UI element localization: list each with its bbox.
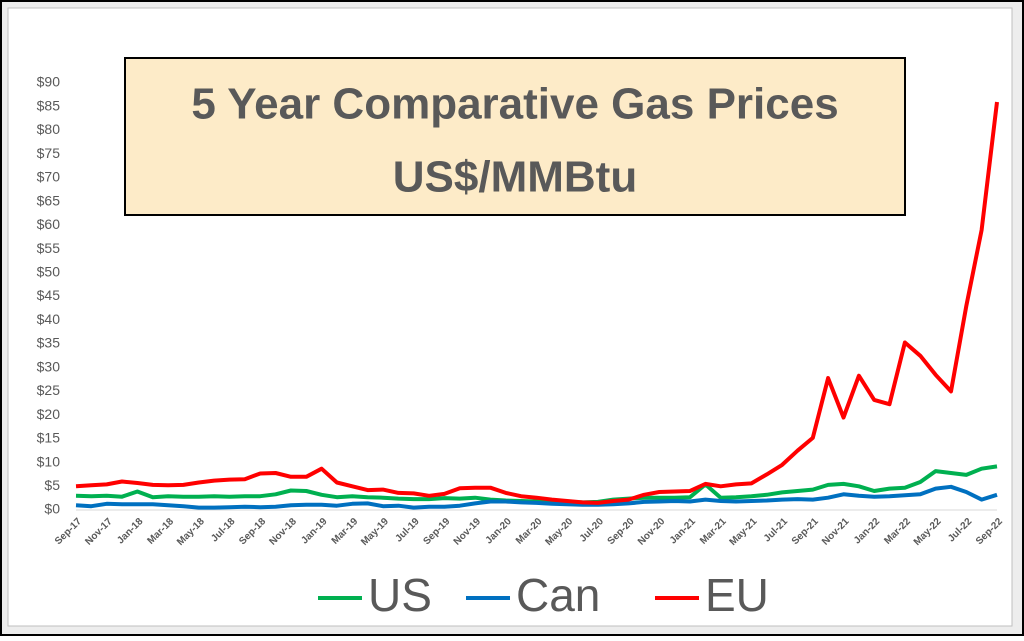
y-tick-label: $40 (37, 311, 61, 327)
y-tick-label: $20 (37, 406, 61, 422)
y-tick-label: $70 (37, 169, 61, 185)
y-tick-label: $0 (44, 501, 60, 517)
y-tick-label: $80 (37, 121, 61, 137)
y-tick-label: $5 (44, 477, 60, 493)
y-tick-label: $55 (37, 240, 61, 256)
y-tick-label: $90 (37, 74, 61, 90)
y-tick-label: $45 (37, 287, 61, 303)
chart-subtitle: US$/MMBtu (393, 153, 637, 202)
y-tick-label: $75 (37, 145, 61, 161)
line-series (75, 484, 998, 510)
chart-title: 5 Year Comparative Gas Prices (191, 80, 838, 129)
legend-label: Can (516, 569, 600, 621)
line-series (75, 101, 999, 505)
y-tick-label: $25 (37, 382, 61, 398)
title-box (124, 57, 906, 216)
y-tick-label: $30 (37, 358, 61, 374)
y-tick-label: $60 (37, 216, 61, 232)
y-tick-label: $10 (37, 453, 61, 469)
y-tick-label: $35 (37, 335, 61, 351)
legend-label: EU (705, 569, 769, 621)
y-tick-label: $50 (37, 263, 61, 279)
y-tick-label: $65 (37, 192, 61, 208)
legend-label: US (368, 569, 432, 621)
y-tick-label: $15 (37, 430, 61, 446)
y-tick-label: $85 (37, 97, 61, 113)
